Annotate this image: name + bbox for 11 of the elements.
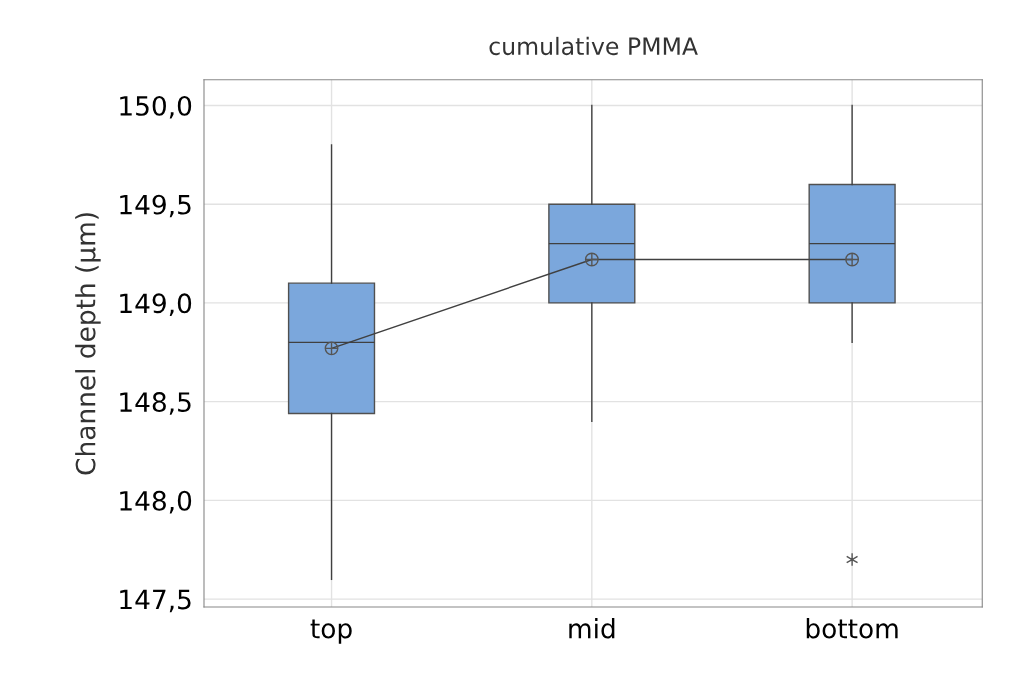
y-tick-label: 148,0 [120, 490, 192, 514]
x-tick-label: bottom [806, 618, 898, 639]
y-axis-title: Channel depth (µm) [75, 213, 101, 475]
x-tick-label: mid [569, 618, 615, 639]
y-tick-label: 148,5 [120, 392, 191, 415]
y-tick-label: 150,0 [120, 95, 192, 119]
y-tick-label: 149,0 [120, 293, 192, 316]
y-tick-label: 149,5 [120, 194, 191, 218]
x-tick-label: top [310, 619, 352, 644]
chart-title: cumulative PMMA [489, 36, 698, 56]
y-tick-label: 147,5 [120, 589, 191, 613]
